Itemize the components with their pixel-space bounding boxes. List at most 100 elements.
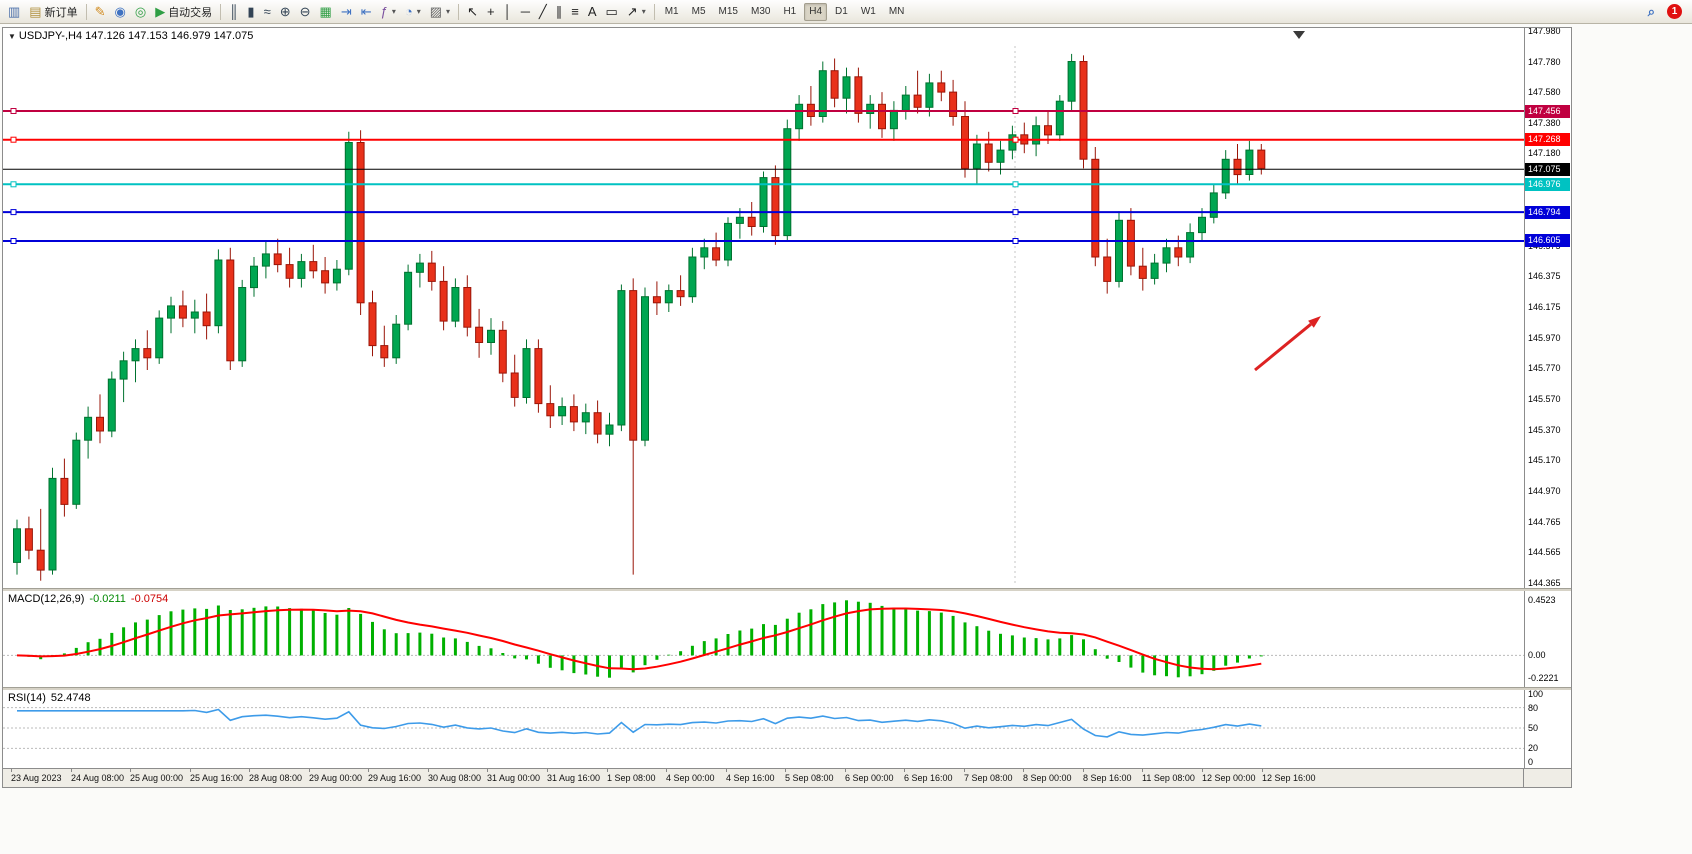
time-axis[interactable]: 23 Aug 2023 24 Aug 08:00 25 Aug 00:00 25 Au… xyxy=(3,769,1524,787)
help-button[interactable]: ◎ xyxy=(131,1,150,22)
timeframe-button-h4[interactable]: H4 xyxy=(804,2,828,21)
time-tick xyxy=(1262,769,1263,772)
rsi-plot[interactable]: RSI(14) 52.4748 xyxy=(3,690,1525,768)
chart-window-usdjpy[interactable]: ▼ USDJPY-,H4 147.126 147.153 146.979 147.… xyxy=(2,27,1572,788)
indicators-icon: ƒ xyxy=(380,4,388,19)
time-label: 6 Sep 16:00 xyxy=(904,773,953,783)
line-handle[interactable] xyxy=(1012,136,1019,143)
search-button[interactable]: ⌕ xyxy=(1643,1,1660,22)
timeframe-button-d1[interactable]: D1 xyxy=(835,6,848,17)
timeframe-button-m30[interactable]: M30 xyxy=(750,6,771,17)
time-tick xyxy=(1023,769,1024,772)
periods-icon: ◔ xyxy=(404,4,413,19)
timeframe-button-h1[interactable]: H1 xyxy=(783,6,797,17)
metaeditor-button[interactable]: ✎ xyxy=(91,1,110,22)
price-tick: 147.980 xyxy=(1528,28,1561,36)
pane-splitter[interactable] xyxy=(3,687,1571,690)
arrow-annotation[interactable] xyxy=(1254,323,1312,372)
label-button[interactable]: ▭ xyxy=(602,1,622,22)
pane-splitter[interactable] xyxy=(3,588,1571,591)
toolbar-separator xyxy=(85,3,87,20)
auto-scroll-icon: ⇥ xyxy=(340,4,352,19)
trendline-button[interactable]: ╱ xyxy=(535,1,551,22)
rsi-label: RSI(14) 52.4748 xyxy=(8,692,91,704)
crosshair-button[interactable]: + xyxy=(483,1,499,22)
macd-axis[interactable]: 0.4523 0.00 -0.2221 xyxy=(1525,591,1570,687)
macd-plot[interactable]: MACD(12,26,9) -0.0211 -0.0754 xyxy=(3,591,1525,687)
line-handle[interactable] xyxy=(10,108,17,114)
rsi-axis[interactable]: 100 80 50 20 0 xyxy=(1525,690,1570,768)
time-label: 11 Sep 08:00 xyxy=(1142,773,1195,783)
time-tick xyxy=(904,769,905,772)
chart-shift-marker[interactable] xyxy=(1293,31,1305,39)
line-handle[interactable] xyxy=(1012,238,1019,244)
price-line-badge: 147.075 xyxy=(1525,163,1570,176)
price-tick: 147.580 xyxy=(1528,87,1561,97)
timeframe-button-m1[interactable]: M1 xyxy=(664,6,679,17)
mql-community-button[interactable]: ◉ xyxy=(111,1,130,22)
time-label: 8 Sep 00:00 xyxy=(1023,773,1072,783)
macd-axis-tick: -0.2221 xyxy=(1528,673,1559,683)
notification-badge[interactable]: 1 xyxy=(1667,4,1682,19)
line-handle[interactable] xyxy=(1012,209,1019,216)
templates-button[interactable]: ▨ ▾ xyxy=(426,1,454,22)
cursor-icon: ↖ xyxy=(467,4,478,19)
text-button[interactable]: A xyxy=(584,1,601,22)
candlestick-chart-button[interactable]: ▮ xyxy=(243,1,258,22)
line-handle[interactable] xyxy=(10,238,17,244)
price-axis[interactable]: 147.980 147.780 147.580 147.380 147.180 146.9… xyxy=(1525,28,1570,588)
timeframe-button-m5[interactable]: M5 xyxy=(691,6,706,17)
timeframe-button-mn[interactable]: MN xyxy=(888,6,905,17)
rsi-axis-tick: 100 xyxy=(1528,690,1544,699)
auto-scroll-button[interactable]: ⇥ xyxy=(337,1,356,22)
price-tick: 144.365 xyxy=(1528,578,1561,588)
time-tick xyxy=(964,769,965,772)
cursor-button[interactable]: ↖ xyxy=(463,1,482,22)
new-chart-button[interactable]: ▥ xyxy=(4,1,24,22)
time-tick xyxy=(71,769,72,772)
line-handle[interactable] xyxy=(10,181,17,188)
time-tick xyxy=(726,769,727,772)
macd-canvas[interactable] xyxy=(3,591,1524,687)
zoom-in-button[interactable]: ⊕ xyxy=(276,1,295,22)
zoom-out-button[interactable]: ⊖ xyxy=(296,1,315,22)
time-label: 8 Sep 16:00 xyxy=(1083,773,1132,783)
line-handle[interactable] xyxy=(10,209,17,216)
time-label: 31 Aug 00:00 xyxy=(487,773,541,783)
chart-shift-button[interactable]: ⇤ xyxy=(357,1,376,22)
grid-button[interactable]: ▦ xyxy=(316,1,336,22)
periods-button[interactable]: ◔ ▾ xyxy=(401,1,425,22)
horizontal-line-button[interactable]: ─ xyxy=(517,1,534,22)
time-label: 1 Sep 08:00 xyxy=(607,773,656,783)
indicators-button[interactable]: ƒ ▾ xyxy=(377,1,400,22)
rsi-canvas[interactable] xyxy=(3,690,1524,768)
fibonacci-icon: ≡ xyxy=(571,4,579,19)
rsi-axis-tick: 20 xyxy=(1528,743,1539,753)
one-click-trading-icon[interactable]: ▼ xyxy=(8,32,16,41)
new-order-button[interactable]: ▤ 新订单 xyxy=(25,1,81,22)
channel-button[interactable]: ∥ xyxy=(552,1,567,22)
line-chart-button[interactable]: ≈ xyxy=(260,1,275,22)
candlestick-canvas[interactable] xyxy=(3,28,1524,588)
chevron-down-icon: ▾ xyxy=(391,7,396,16)
price-tick: 146.375 xyxy=(1528,271,1561,281)
rsi-name: RSI(14) xyxy=(8,692,46,704)
price-tick: 147.180 xyxy=(1528,148,1561,158)
toolbar-separator xyxy=(458,3,460,20)
bar-chart-button[interactable]: ║ xyxy=(225,1,242,22)
timeframe-button-w1[interactable]: W1 xyxy=(860,6,876,17)
autotrading-icon: ▶ xyxy=(155,4,166,19)
time-label: 5 Sep 08:00 xyxy=(785,773,834,783)
vertical-line-button[interactable]: │ xyxy=(500,1,516,22)
line-handle[interactable] xyxy=(1012,181,1019,188)
autotrading-button[interactable]: ▶ 自动交易 xyxy=(151,1,216,22)
arrows-tool-button[interactable]: ↗ ▾ xyxy=(623,1,650,22)
timeframe-button-m15[interactable]: M15 xyxy=(718,6,738,17)
time-tick xyxy=(11,769,12,772)
fibonacci-button[interactable]: ≡ xyxy=(567,1,583,22)
chevron-down-icon: ▾ xyxy=(416,7,421,16)
line-handle[interactable] xyxy=(1012,108,1019,114)
channel-icon: ∥ xyxy=(555,4,563,19)
price-chart-plot[interactable]: ▼ USDJPY-,H4 147.126 147.153 146.979 147.… xyxy=(3,28,1525,588)
line-handle[interactable] xyxy=(10,136,17,143)
